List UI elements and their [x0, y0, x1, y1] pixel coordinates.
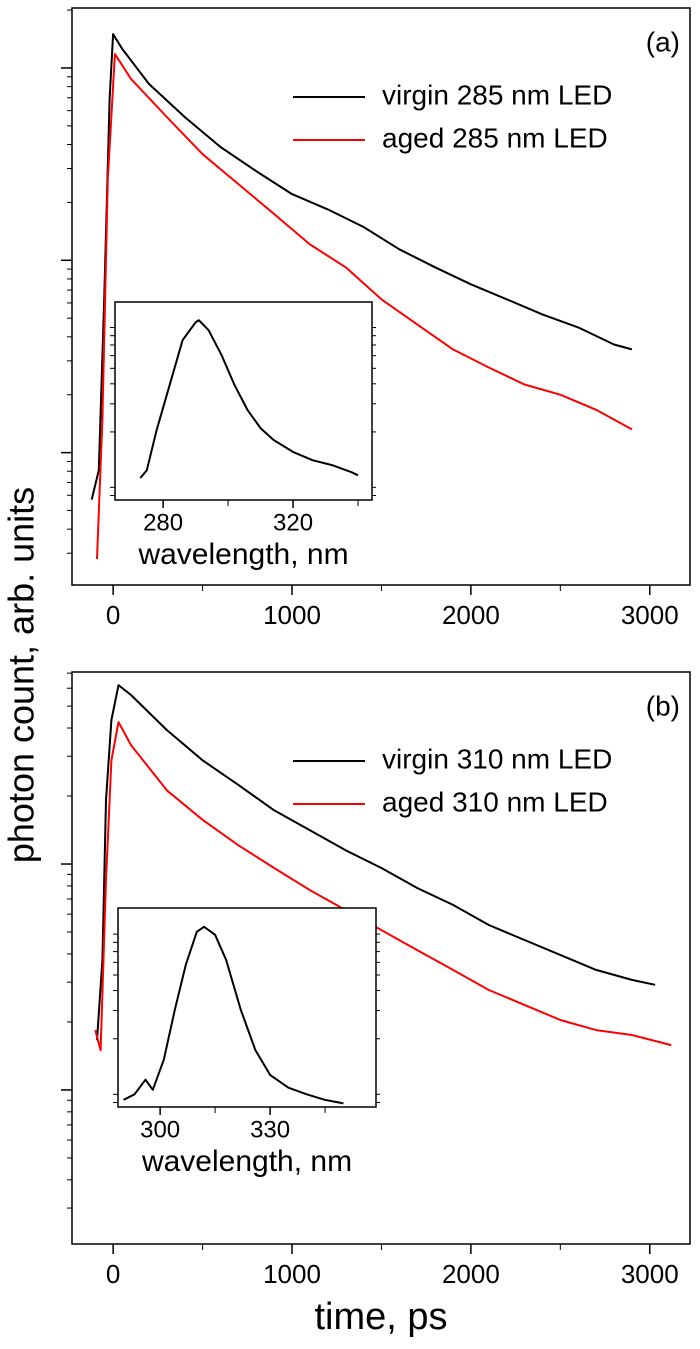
- data-line: [90, 33, 633, 500]
- x-tick-label: 2000: [442, 600, 500, 630]
- x-tick-label: 2000: [442, 1259, 500, 1289]
- y-axis-label: photon count, arb. units: [1, 487, 42, 863]
- x-tick-label: 3000: [621, 600, 679, 630]
- plot-area: [139, 319, 359, 479]
- legend-label: virgin 310 nm LED: [382, 743, 612, 774]
- data-line: [94, 721, 672, 1052]
- panel-label: (b): [646, 690, 680, 721]
- data-line: [96, 684, 656, 1041]
- plot-area: [90, 33, 633, 560]
- x-tick-label: 0: [106, 1259, 120, 1289]
- plot-area: [94, 684, 672, 1052]
- inset-background: [118, 908, 376, 1107]
- x-tick-label: 1000: [263, 1259, 321, 1289]
- x-tick-label: 0: [106, 600, 120, 630]
- inset-x-label: wavelength, nm: [141, 1145, 352, 1178]
- data-line: [139, 319, 359, 479]
- panel-label: (a): [646, 26, 680, 57]
- x-tick-label: 280: [143, 509, 183, 536]
- plot-area: [123, 925, 344, 1105]
- x-tick-label: 1000: [263, 600, 321, 630]
- axes-frame: [114, 301, 373, 501]
- inset-x-label: wavelength, nm: [137, 538, 348, 571]
- x-tick-label: 300: [140, 1116, 180, 1143]
- legend-label: aged 310 nm LED: [382, 786, 608, 817]
- x-axis-label: time, ps: [314, 1296, 447, 1338]
- legend-label: aged 285 nm LED: [382, 122, 608, 153]
- legend-label: virgin 285 nm LED: [382, 79, 612, 110]
- x-tick-label: 3000: [621, 1259, 679, 1289]
- x-tick-label: 330: [250, 1116, 290, 1143]
- data-line: [123, 925, 344, 1105]
- data-line: [96, 53, 633, 560]
- axes-frame: [117, 907, 377, 1108]
- x-tick-label: 320: [273, 509, 313, 536]
